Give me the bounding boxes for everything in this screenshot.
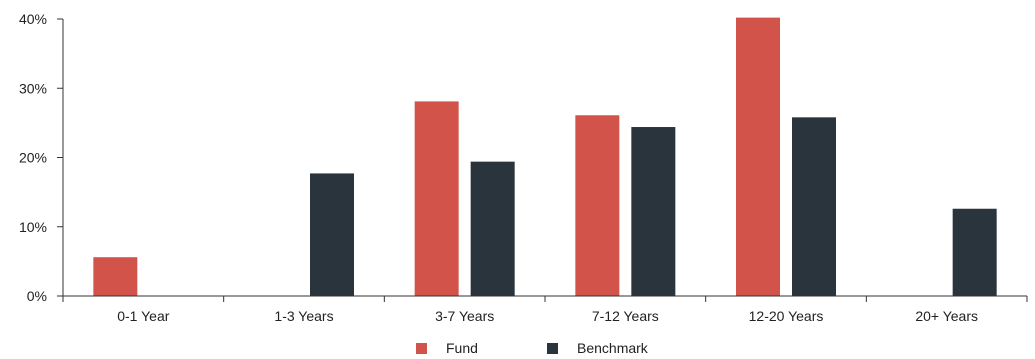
legend-label-fund: Fund <box>446 340 478 356</box>
x-tick-label: 0-1 Year <box>117 308 169 324</box>
legend-label-benchmark: Benchmark <box>577 340 648 356</box>
bar-fund <box>736 17 780 297</box>
bar-fund <box>93 257 138 296</box>
bar-benchmark <box>631 127 676 296</box>
bar-fund <box>414 101 459 296</box>
x-tick-label: 20+ Years <box>915 308 978 324</box>
bar-chart-svg: 0% 10% 20% 30% 40% 0-1 Year 1-3 Years 3-7 Year… <box>19 11 1028 324</box>
y-tick-label: 10% <box>19 219 47 235</box>
legend-item-fund: Fund <box>416 340 478 356</box>
bar-benchmark <box>310 173 354 296</box>
legend-item-benchmark: Benchmark <box>547 340 648 356</box>
bar-benchmark <box>470 161 515 296</box>
y-tick-label: 40% <box>19 11 47 27</box>
x-tick-label: 12-20 Years <box>749 308 824 324</box>
y-tick-label: 20% <box>19 150 47 166</box>
bar-benchmark <box>792 117 836 297</box>
y-tick-label: 0% <box>27 288 47 304</box>
legend-swatch-fund <box>416 342 427 354</box>
bar-benchmark <box>952 208 997 296</box>
x-axis: 0-1 Year 1-3 Years 3-7 Years 7-12 Years 12-2… <box>62 295 1028 324</box>
x-tick-label: 3-7 Years <box>435 308 494 324</box>
y-tick-label: 30% <box>19 80 47 96</box>
x-tick-label: 7-12 Years <box>592 308 659 324</box>
bar-fund <box>575 115 620 296</box>
legend: Fund Benchmark <box>0 340 1035 359</box>
x-tick-label: 1-3 Years <box>274 308 333 324</box>
legend-swatch-benchmark <box>547 342 558 354</box>
bars <box>93 17 997 297</box>
y-axis: 0% 10% 20% 30% 40% <box>19 11 64 304</box>
